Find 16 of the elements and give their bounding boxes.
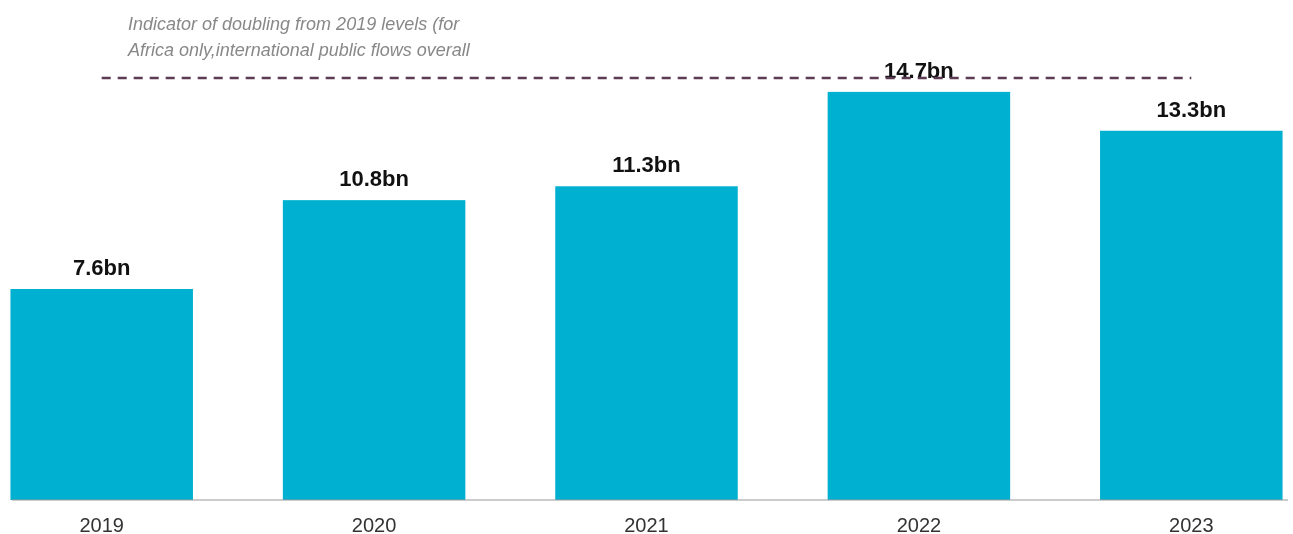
- bar: [282, 200, 466, 500]
- bar: [827, 91, 1011, 500]
- bar: [555, 186, 738, 500]
- x-tick-label: 2023: [1169, 514, 1214, 534]
- x-tick-label: 2021: [624, 514, 669, 534]
- x-tick-label: 2019: [79, 514, 124, 534]
- data-label: 13.3bn: [1156, 96, 1227, 122]
- ref-line-label: Indicator of doubling from 2019 levels (for Africa only,international public flows overall: [127, 14, 471, 60]
- data-label: 7.6bn: [72, 255, 131, 280]
- x-tick-label: 2020: [351, 514, 397, 534]
- data-label: 10.8bn: [339, 166, 409, 192]
- bar: [10, 289, 193, 500]
- data-label: 14.7bn: [884, 57, 954, 83]
- x-tick-label: 2022: [896, 514, 942, 534]
- data-label: 11.3bn: [612, 152, 681, 178]
- bar: [1100, 130, 1283, 500]
